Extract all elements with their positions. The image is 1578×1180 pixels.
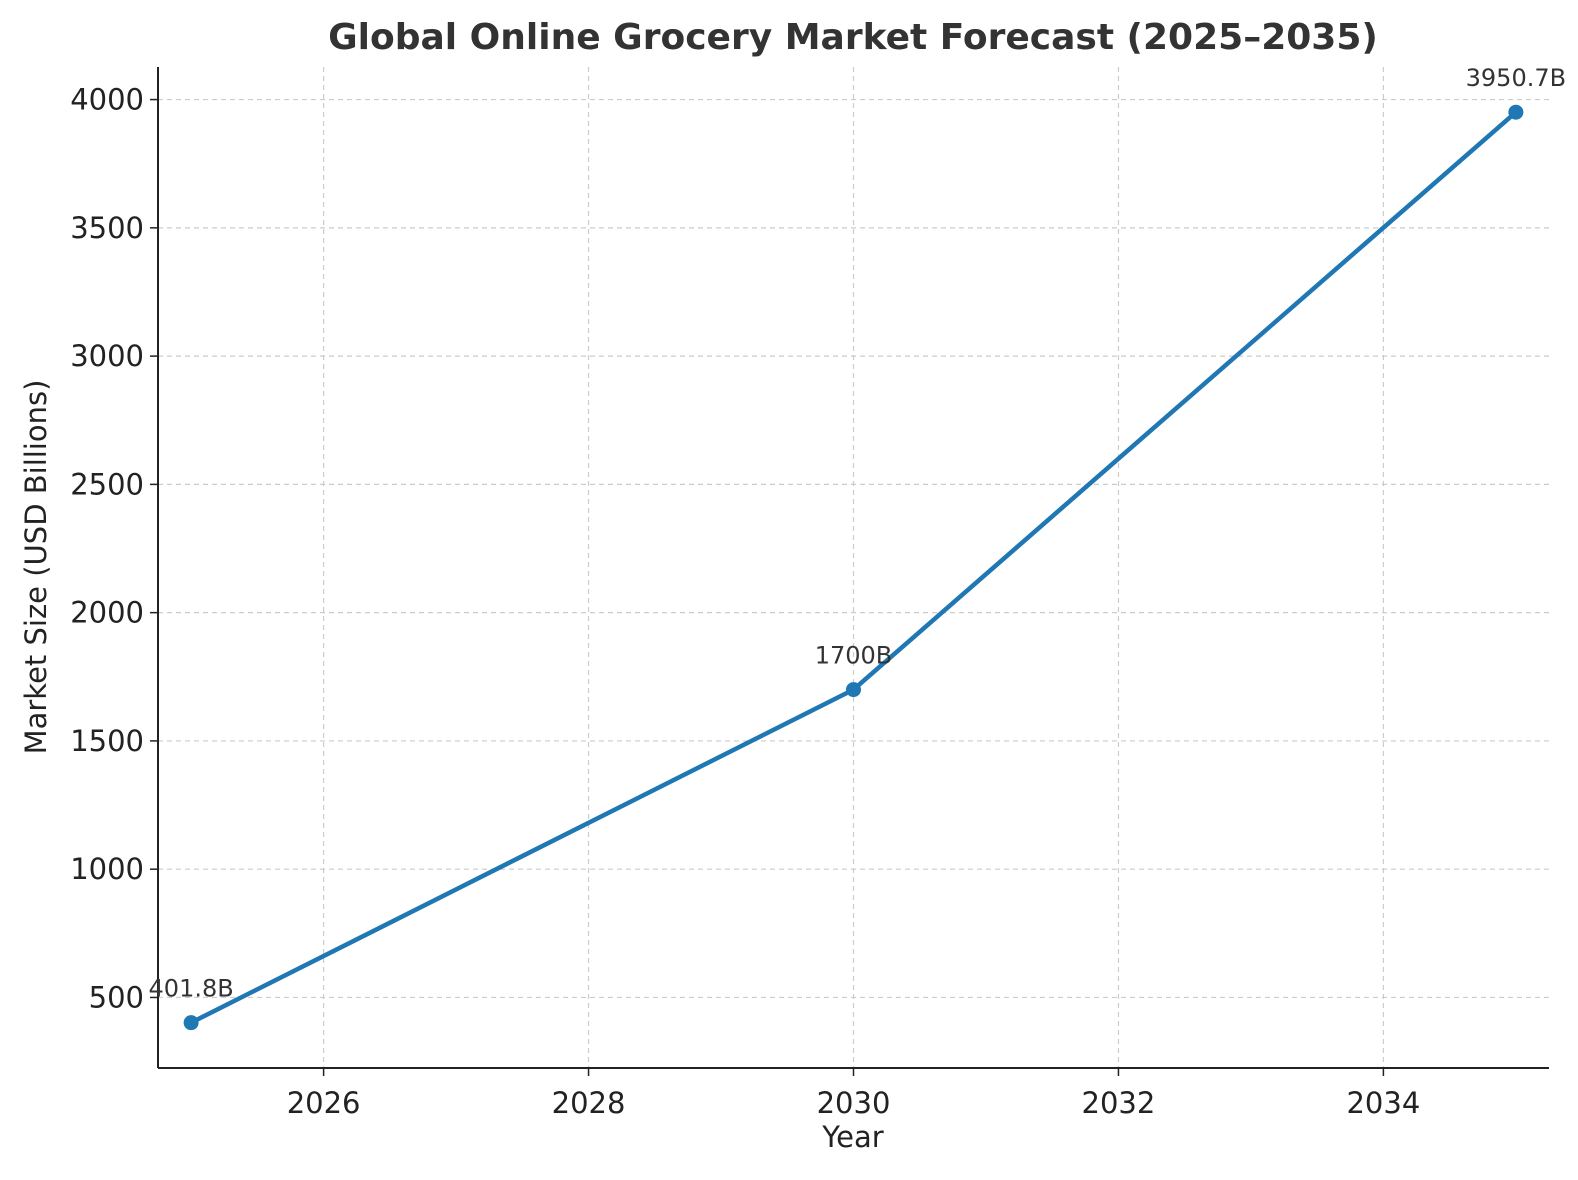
y-axis-label: Market Size (USD Billions) [19, 380, 53, 755]
data-point [1508, 104, 1524, 120]
series [183, 104, 1524, 1031]
data-point [183, 1015, 199, 1031]
x-tick-label: 2026 [287, 1086, 361, 1120]
x-tick-label: 2030 [817, 1086, 891, 1120]
chart-title: Global Online Grocery Market Forecast (2… [328, 17, 1378, 58]
y-tick-label: 500 [89, 980, 144, 1014]
data-label: 1700B [815, 642, 893, 670]
x-tick-label: 2028 [552, 1086, 626, 1120]
y-tick-label: 1500 [70, 724, 144, 758]
y-tick-label: 2500 [70, 467, 144, 501]
ticks: 2026 2028 2030 2032 2034 500 1000 1500 2000 2500 3… [70, 83, 1420, 1120]
data-labels: 401.8B 1700B 3950.7B [149, 64, 1567, 1002]
data-label: 401.8B [149, 975, 234, 1003]
data-label: 3950.7B [1466, 64, 1566, 92]
grid [158, 67, 1549, 1068]
y-tick-label: 1000 [70, 852, 144, 886]
y-tick-label: 3500 [70, 211, 144, 245]
x-tick-label: 2034 [1346, 1086, 1420, 1120]
y-tick-label: 3000 [70, 339, 144, 373]
y-tick-label: 4000 [70, 83, 144, 117]
data-point [846, 682, 861, 698]
x-tick-label: 2032 [1082, 1086, 1156, 1120]
y-tick-label: 2000 [70, 596, 144, 630]
x-axis-label: Year [821, 1120, 883, 1154]
